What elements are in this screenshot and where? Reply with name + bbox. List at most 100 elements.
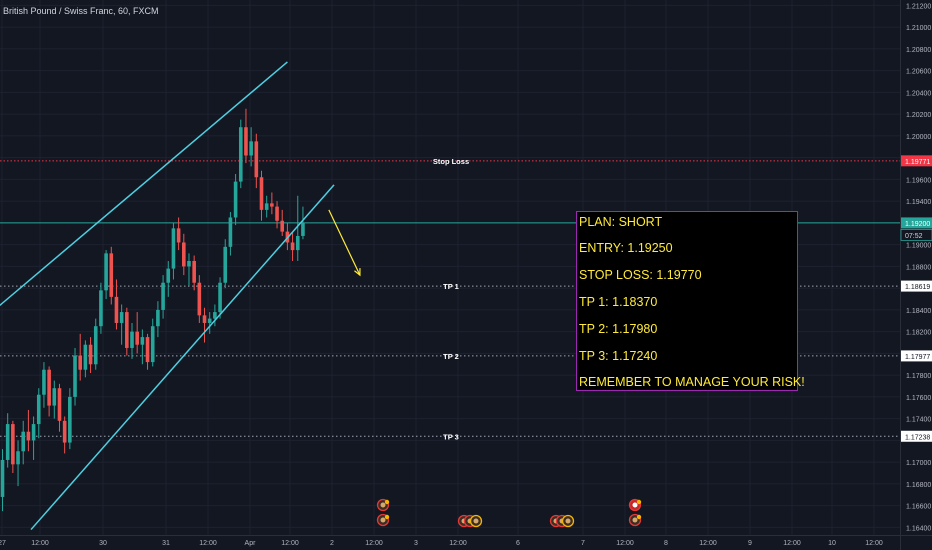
price-tick-label: 1.18800 [906, 264, 931, 271]
price-tick-label: 1.19400 [906, 199, 931, 206]
candle [0, 449, 5, 512]
candle [213, 304, 217, 327]
price-tick-label: 1.17000 [906, 460, 931, 467]
time-tick-label: Apr [245, 540, 257, 547]
candle [218, 277, 222, 319]
plan-line-2: ENTRY: 1.19250 [579, 241, 673, 255]
time-tick-label: 8 [664, 540, 668, 547]
candle [192, 255, 196, 291]
price-label-text: 07:52 [905, 233, 923, 240]
price-label-tag [901, 217, 932, 229]
candle [156, 301, 160, 338]
time-axis[interactable]: 27 12:00 30 31 12:00 Apr 12:00 2 12:00 3 12:00 6 7 12… [0, 540, 883, 547]
candle [166, 260, 171, 297]
time-tick-label: 3 [414, 540, 418, 547]
candle [264, 195, 269, 218]
event-cluster [457, 514, 483, 528]
symbol-title: British Pound / Swiss Franc, 60, FXCM [3, 6, 159, 16]
candle [21, 420, 26, 465]
trade-plan-box[interactable]: PLAN: SHORT ENTRY: 1.19250 STOP LOSS: 1.… [576, 211, 805, 391]
time-tick-label: 10 [828, 540, 836, 547]
candle [26, 409, 31, 452]
candle [57, 383, 62, 432]
candle [62, 416, 67, 454]
time-tick-label: 9 [748, 540, 752, 547]
price-tick-label: 1.16800 [906, 482, 931, 489]
channel-upper-line [0, 61, 288, 307]
price-tick-label: 1.19000 [906, 243, 931, 250]
candle [135, 312, 139, 354]
plan-line-6: TP 3: 1.17240 [579, 349, 658, 363]
candle [5, 413, 10, 468]
price-axis[interactable]: 1.21200 1.21000 1.20800 1.20600 1.20400 1.202… [906, 3, 931, 532]
candle [88, 337, 93, 373]
level-label: TP 1 [443, 282, 459, 291]
candle [31, 416, 36, 460]
channel-lower-line [30, 184, 335, 531]
candle [275, 201, 279, 229]
time-tick-label: 7 [581, 540, 585, 547]
short-arrow [328, 209, 361, 276]
time-tick-label: 31 [162, 540, 170, 547]
candle [270, 192, 274, 215]
price-tick-label: 1.20400 [906, 90, 931, 97]
event-badge [636, 499, 642, 505]
plan-line-5: TP 2: 1.17980 [579, 322, 658, 336]
event-icon-core [565, 518, 571, 524]
price-tick-label: 1.17800 [906, 373, 931, 380]
candle [83, 340, 88, 378]
economic-events[interactable] [376, 498, 642, 528]
candle [16, 440, 20, 487]
candle [125, 307, 129, 356]
price-tick-label: 1.21000 [906, 25, 931, 32]
event-icon-core [380, 517, 386, 523]
candle [109, 246, 114, 305]
candle [171, 222, 176, 280]
price-tick-label: 1.17600 [906, 395, 931, 402]
candle [119, 304, 124, 345]
event-cluster [376, 498, 390, 527]
event-icon-core [632, 517, 638, 523]
price-label-text: 1.17977 [905, 354, 930, 361]
event-cluster [549, 514, 575, 528]
time-tick-label: 12:00 [281, 540, 299, 547]
price-label-tag [901, 280, 932, 292]
plan-line-3: STOP LOSS: 1.19770 [579, 268, 702, 282]
candle [223, 239, 228, 289]
time-tick-label: 12:00 [449, 540, 467, 547]
price-tick-label: 1.20200 [906, 112, 931, 119]
candle [244, 108, 248, 164]
candle [280, 209, 285, 236]
price-tick-label: 1.18200 [906, 330, 931, 337]
candle [233, 173, 238, 226]
drawings[interactable] [0, 61, 361, 531]
candle [161, 275, 165, 319]
price-tick-label: 1.16400 [906, 525, 931, 532]
candle [207, 312, 212, 334]
candle [140, 329, 145, 365]
candle [145, 333, 150, 370]
time-tick-label: 6 [516, 540, 520, 547]
candle-series[interactable] [0, 108, 305, 512]
event-badge [636, 514, 642, 520]
candle [197, 275, 202, 323]
candle [290, 231, 295, 261]
candle [187, 253, 191, 286]
candle [254, 133, 259, 189]
candle [78, 333, 82, 381]
event-badge [384, 499, 390, 505]
candle [301, 206, 305, 240]
short-arrow-head [354, 268, 361, 277]
candle [249, 127, 253, 167]
event-icon-core [380, 502, 386, 508]
price-tick-label: 1.19600 [906, 177, 931, 184]
price-label-text: 1.18619 [905, 284, 930, 291]
price-tick-label: 1.16600 [906, 504, 931, 511]
price-tick-label: 1.20800 [906, 47, 931, 54]
price-tick-label: 1.18400 [906, 308, 931, 315]
plan-line-1: PLAN: SHORT [579, 215, 663, 229]
candle [182, 233, 186, 276]
event-cluster [628, 498, 642, 527]
candle [150, 318, 155, 367]
candle [114, 279, 119, 330]
